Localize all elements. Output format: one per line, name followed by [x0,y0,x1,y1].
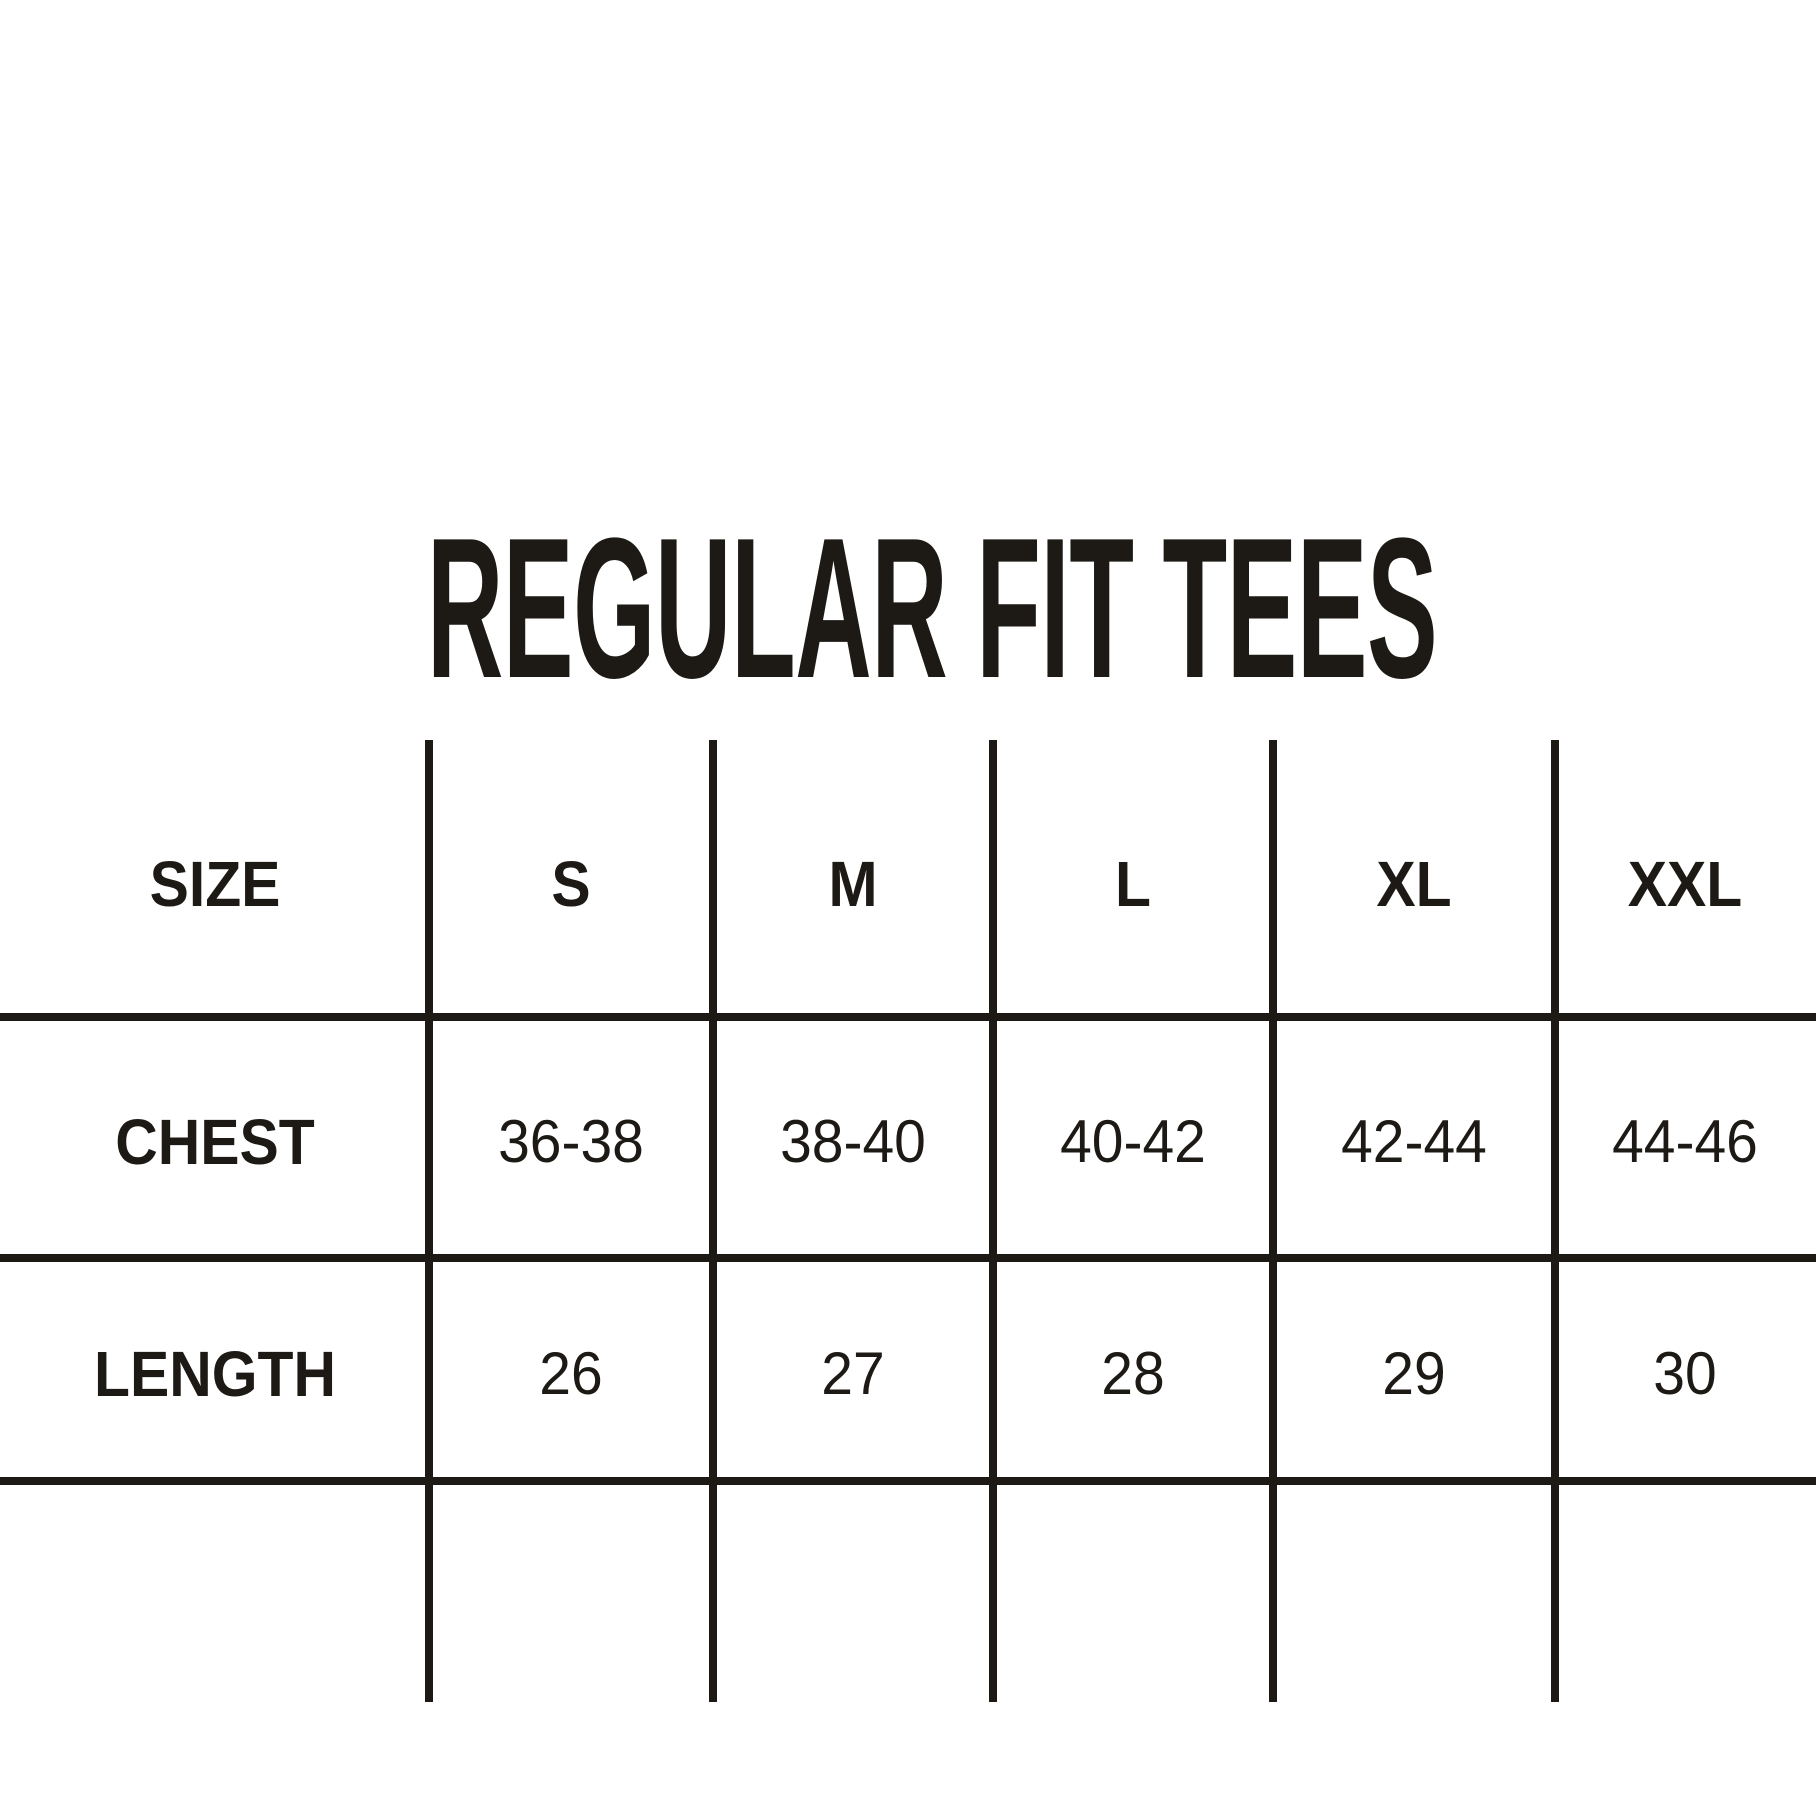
cell-length-s: 26 [539,1340,603,1407]
cell-chest-m: 38-40 [780,1108,926,1175]
table-column-divider-5 [1551,740,1559,1702]
header-cell-xl: XL [1376,848,1452,920]
row-label-length: LENGTH [93,1338,337,1410]
table-row-divider-3 [0,1477,1816,1485]
header-cell-l: L [1115,848,1151,920]
header-cell-xxl: XXL [1627,848,1743,920]
header-cell-s: S [551,848,591,920]
cell-chest-l: 40-42 [1060,1108,1206,1175]
cell-length-l: 28 [1101,1340,1165,1407]
page-title: REGULAR FIT TEES [426,497,1438,720]
table-column-divider-4 [1269,740,1277,1702]
cell-length-xl: 29 [1382,1340,1446,1407]
table-column-divider-1 [425,740,433,1702]
cell-chest-xl: 42-44 [1341,1108,1487,1175]
cell-chest-s: 36-38 [498,1108,644,1175]
header-cell-size: SIZE [149,848,281,920]
cell-length-m: 27 [821,1340,885,1407]
table-row-divider-1 [0,1013,1816,1021]
header-cell-m: M [828,848,878,920]
cell-chest-xxl: 44-46 [1612,1108,1758,1175]
row-label-chest: CHEST [115,1106,315,1178]
cell-length-xxl: 30 [1653,1340,1717,1407]
table-column-divider-3 [989,740,997,1702]
table-column-divider-2 [709,740,717,1702]
table-row-divider-2 [0,1254,1816,1262]
